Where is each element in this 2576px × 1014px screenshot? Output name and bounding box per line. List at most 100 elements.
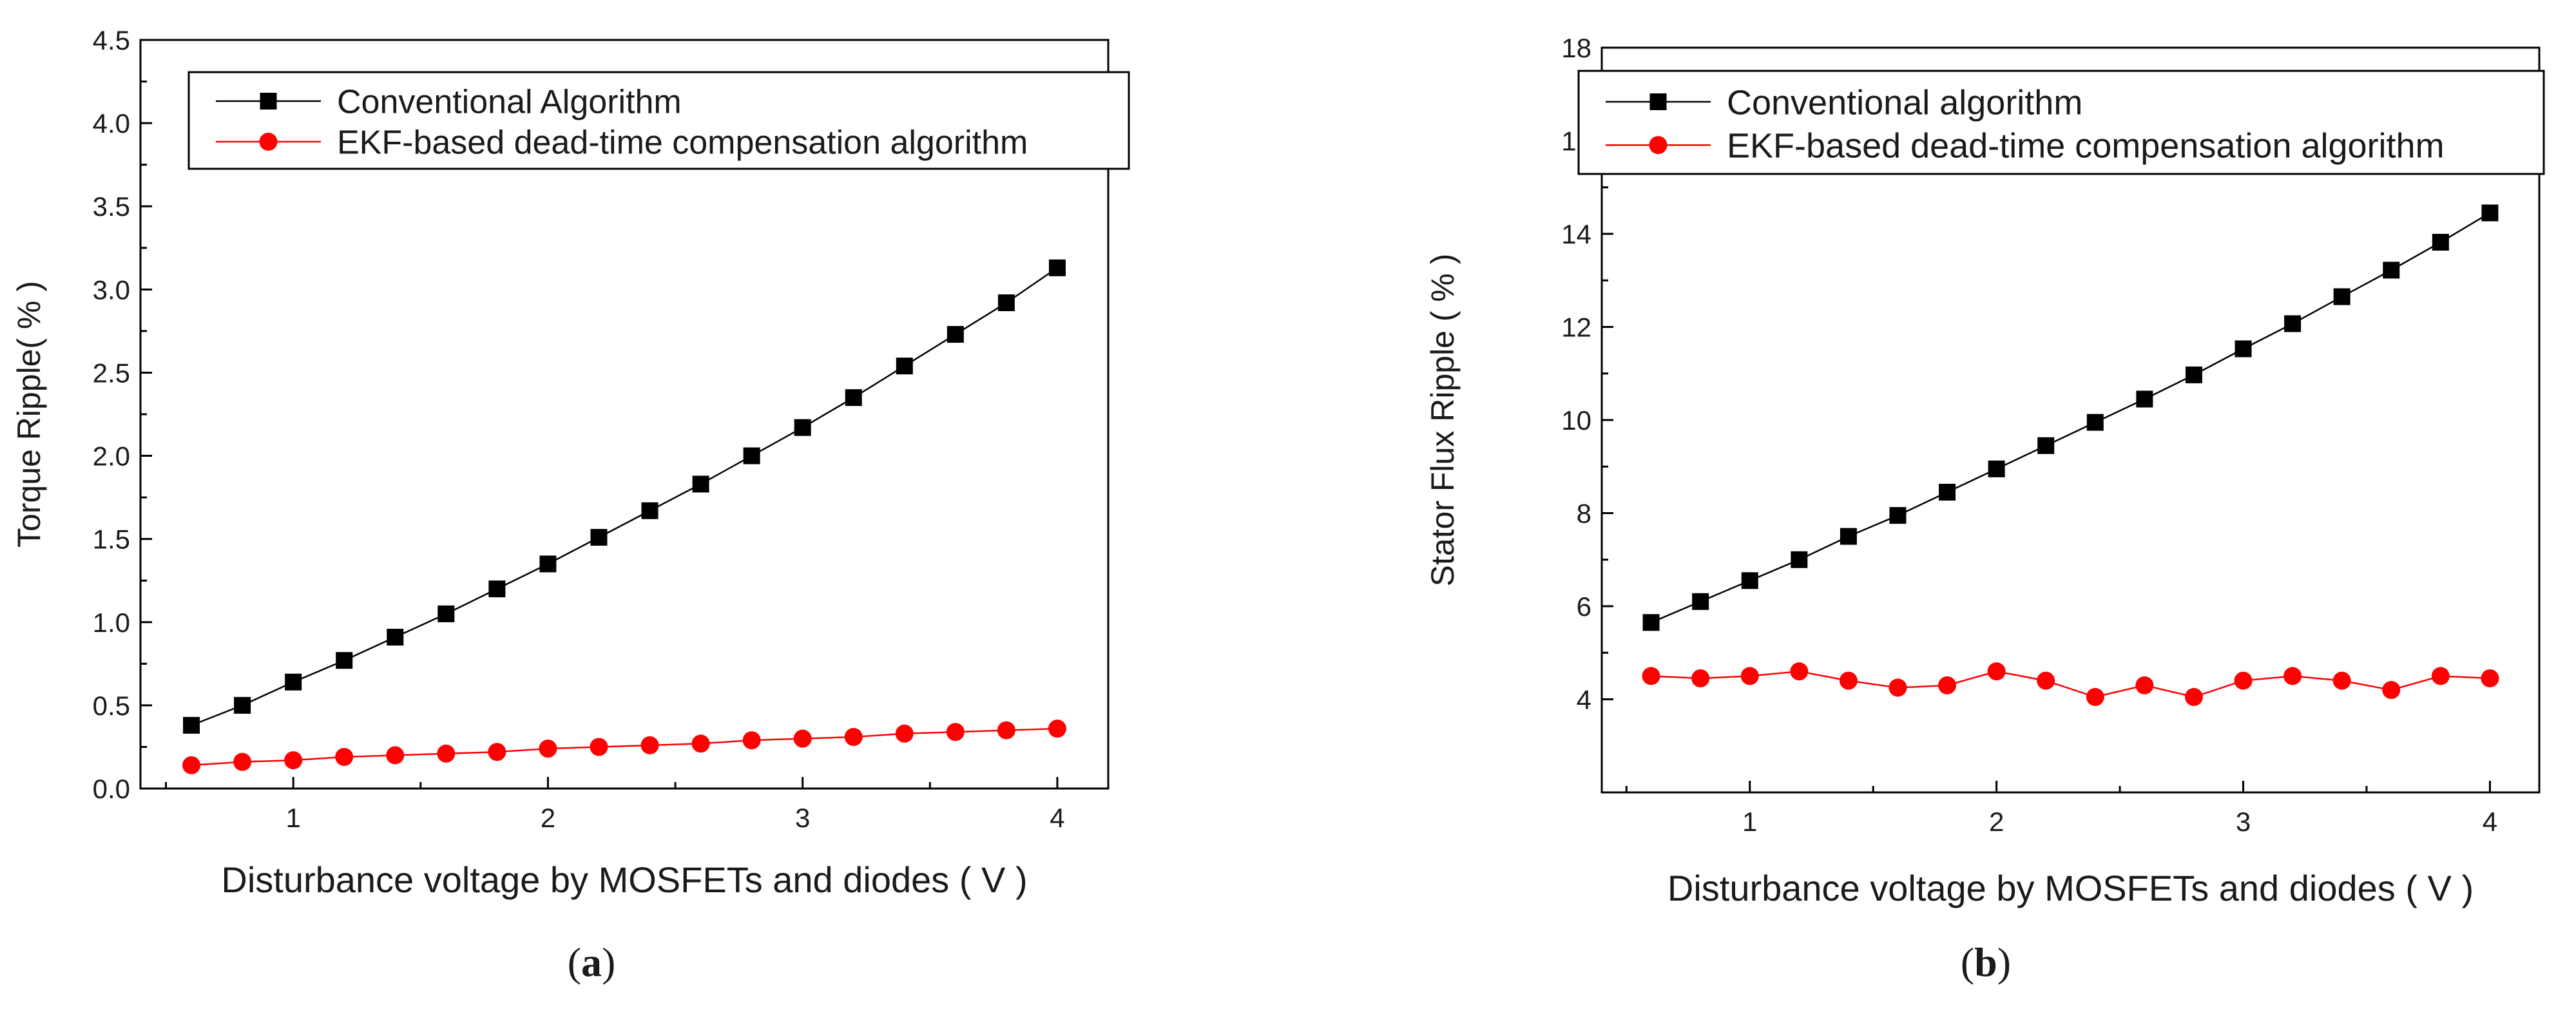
data-point-circle xyxy=(539,740,557,758)
data-point-circle xyxy=(1938,676,1957,694)
data-point-square xyxy=(1692,593,1709,610)
data-point-circle xyxy=(1790,662,1809,681)
data-point-square xyxy=(1791,551,1808,568)
x-tick-label: 3 xyxy=(795,803,810,833)
y-tick-label: 4 xyxy=(1577,685,1591,715)
data-point-square xyxy=(1939,483,1956,501)
y-tick-label: 3.0 xyxy=(93,274,130,305)
data-point-circle xyxy=(1740,667,1759,685)
data-point-square xyxy=(2432,234,2449,251)
legend-label-1: EKF-based dead-time compensation algorit… xyxy=(337,124,1028,162)
series-line-0 xyxy=(1651,212,2491,624)
data-point-square xyxy=(2037,437,2055,454)
data-point-square xyxy=(1741,572,1758,589)
data-point-square xyxy=(285,673,302,691)
legend-box xyxy=(187,71,1130,170)
data-point-circle xyxy=(335,747,354,766)
data-point-circle xyxy=(386,746,405,765)
data-point-circle xyxy=(437,744,456,763)
y-tick-label: 6 xyxy=(1577,591,1591,622)
data-point-square xyxy=(2136,390,2153,408)
x-tick-label: 4 xyxy=(2483,807,2497,837)
data-point-circle xyxy=(691,734,710,753)
x-tick-label: 3 xyxy=(2236,807,2251,837)
data-point-square xyxy=(1642,614,1660,631)
data-point-circle xyxy=(844,727,863,746)
data-point-square xyxy=(1840,528,1857,545)
y-tick-label: 2.5 xyxy=(93,358,130,388)
data-point-circle xyxy=(1691,669,1710,687)
data-point-square xyxy=(1988,460,2005,477)
data-point-square xyxy=(692,475,709,493)
data-point-square xyxy=(1048,259,1066,276)
panel-caption: (a) xyxy=(568,939,616,985)
series-line-0 xyxy=(191,267,1058,727)
panel-caption-open: ( xyxy=(568,939,581,985)
data-point-circle xyxy=(2234,671,2253,690)
x-axis-label: Disturbance voltage by MOSFETs and diode… xyxy=(221,859,1027,900)
data-point-circle xyxy=(1987,662,2006,681)
data-point-circle xyxy=(284,751,303,770)
data-point-circle xyxy=(946,723,965,741)
data-point-square xyxy=(590,529,608,546)
data-point-square xyxy=(336,652,353,669)
data-point-circle xyxy=(1889,678,1907,697)
y-tick-label: 10 xyxy=(1561,405,1591,435)
data-point-square xyxy=(997,294,1015,311)
y-tick-label: 12 xyxy=(1561,312,1591,343)
y-tick-label: 18 xyxy=(1561,33,1591,63)
data-point-square xyxy=(2235,340,2252,358)
data-point-circle xyxy=(1839,671,1858,690)
data-point-square xyxy=(845,389,862,407)
series-line-1 xyxy=(1651,670,2490,698)
y-tick-label: 2.0 xyxy=(93,441,130,472)
data-point-circle xyxy=(640,736,659,754)
y-tick-label: 0.5 xyxy=(93,691,130,721)
x-tick-label: 1 xyxy=(285,803,300,833)
data-point-square xyxy=(234,696,251,714)
data-point-square xyxy=(2481,204,2499,222)
data-point-circle xyxy=(233,752,252,771)
legend-marker-square xyxy=(260,93,277,110)
y-tick-label: 14 xyxy=(1561,219,1591,249)
data-point-circle xyxy=(1048,720,1066,738)
data-point-circle xyxy=(2382,681,2401,700)
y-axis-label: Torque Ripple( % ) xyxy=(11,281,47,548)
data-point-circle xyxy=(2135,676,2154,694)
data-point-circle xyxy=(488,743,506,761)
panel-caption-close: ) xyxy=(1997,939,2011,985)
data-point-square xyxy=(947,326,964,343)
data-point-circle xyxy=(2283,667,2302,685)
data-point-square xyxy=(2333,288,2350,305)
legend: Conventional algorithm EKF-based dead-tim… xyxy=(1577,70,2545,175)
data-point-square xyxy=(896,358,913,375)
panel-caption: (b) xyxy=(1961,939,2011,985)
legend-box xyxy=(1577,70,2545,175)
data-point-square xyxy=(2284,315,2302,332)
y-tick-label: 3.5 xyxy=(93,191,130,222)
y-tick-label: 0.0 xyxy=(93,774,130,804)
data-point-circle xyxy=(997,721,1015,740)
data-point-square xyxy=(488,580,506,598)
data-point-square xyxy=(2383,262,2400,279)
data-point-circle xyxy=(2481,669,2499,687)
legend-label-1: EKF-based dead-time compensation algorit… xyxy=(1727,127,2445,166)
data-point-square xyxy=(641,502,658,519)
data-point-circle xyxy=(2037,671,2055,690)
panel-caption-open: ( xyxy=(1961,939,1974,985)
y-tick-label: 4.0 xyxy=(93,108,130,139)
legend-label-0: Conventional algorithm xyxy=(1727,83,2082,122)
x-tick-label: 4 xyxy=(1050,803,1064,833)
x-tick-label: 2 xyxy=(541,803,555,833)
y-tick-label: 1.5 xyxy=(93,524,130,555)
y-tick-label: 1.0 xyxy=(93,607,130,638)
panel-caption-letter: a xyxy=(581,939,602,985)
data-point-circle xyxy=(895,724,914,743)
data-point-square xyxy=(539,555,557,573)
data-point-square xyxy=(2086,414,2104,431)
x-tick-label: 1 xyxy=(1742,807,1757,837)
data-point-circle xyxy=(2431,667,2450,685)
legend-marker-square xyxy=(1649,93,1667,110)
